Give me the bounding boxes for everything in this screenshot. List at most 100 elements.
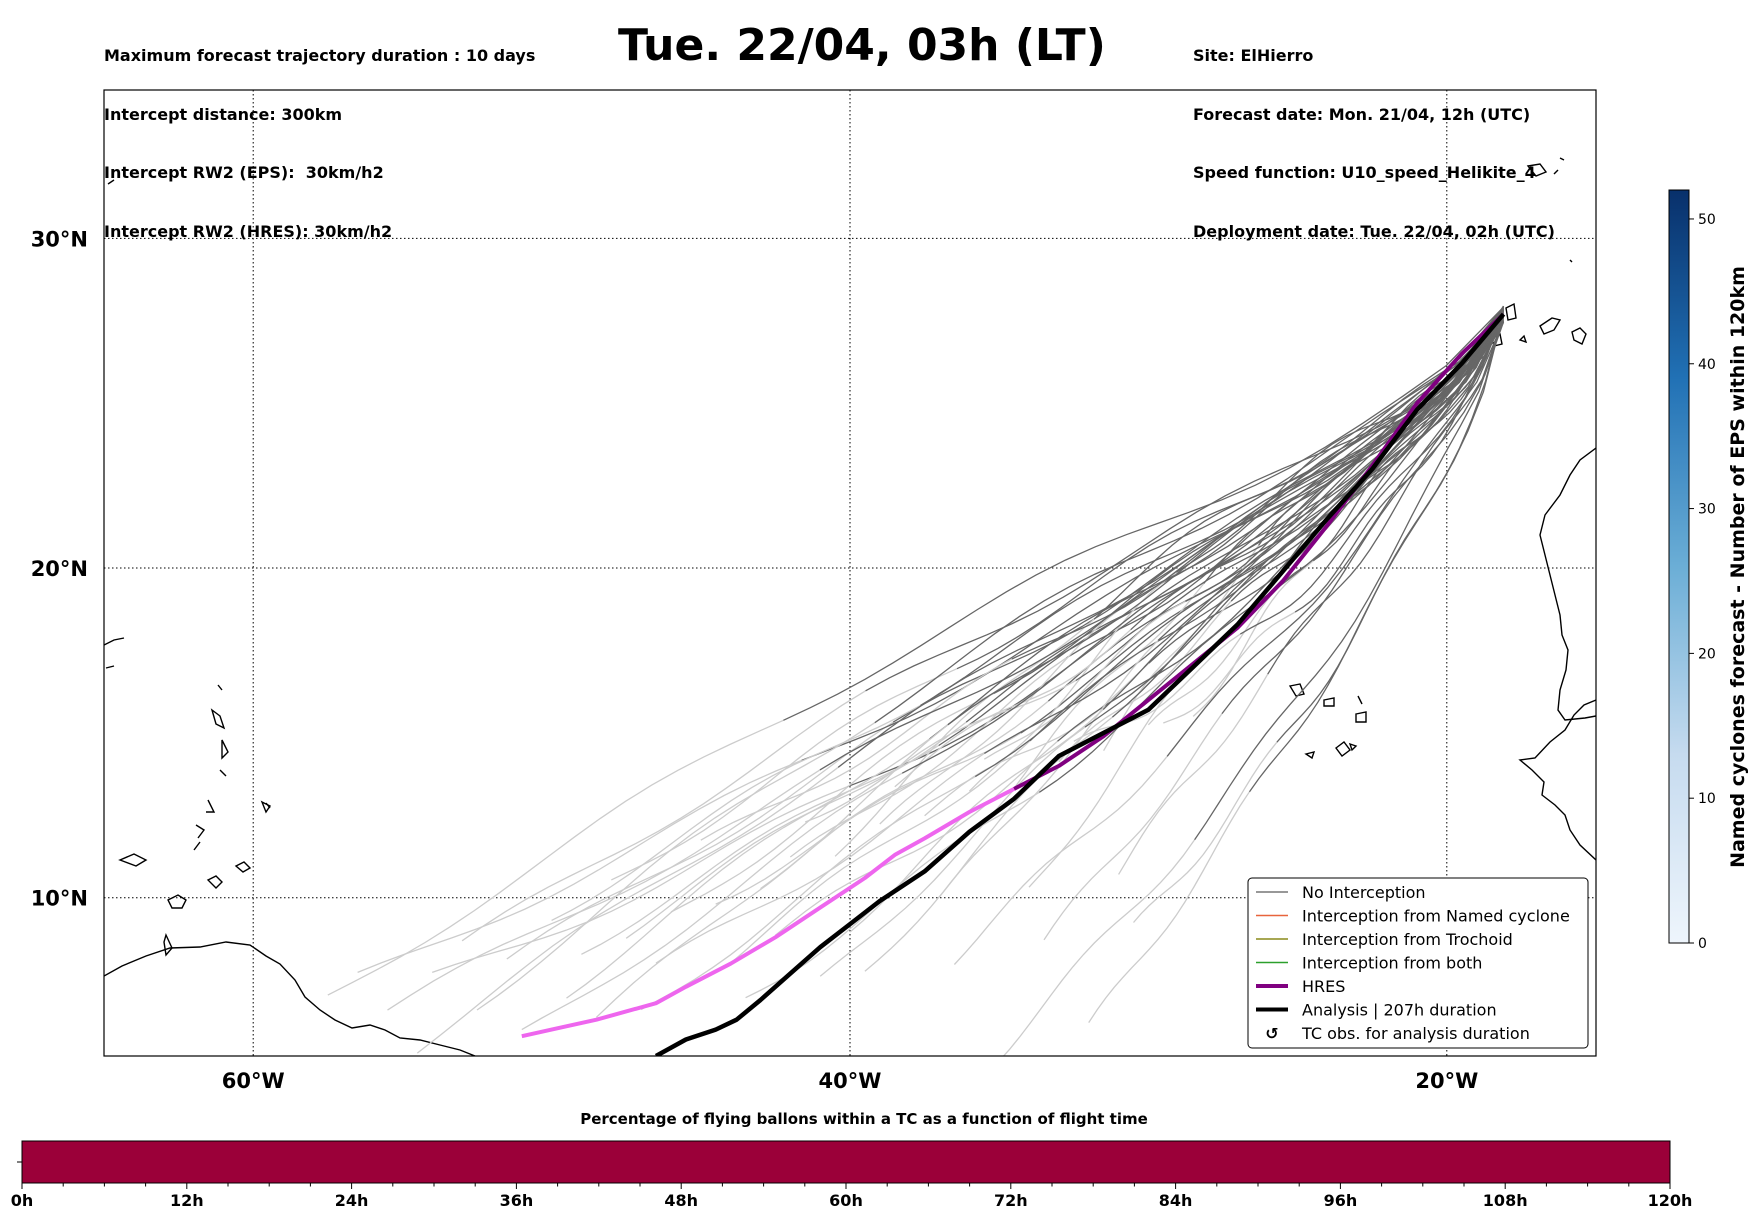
ensemble-trajectory-late	[993, 306, 1505, 695]
ensemble-trajectory-early	[327, 719, 784, 996]
legend-item: No Interception	[1256, 883, 1426, 902]
ensemble-trajectory-late	[819, 317, 1505, 771]
legend: No Interception Interception from Named c…	[1247, 877, 1589, 1049]
atlantic-island	[265, 802, 271, 809]
ensemble-trajectory-late	[1111, 308, 1505, 718]
ensemble-trajectory-early	[431, 786, 848, 974]
lesser-antilles	[195, 824, 206, 839]
lesser-antilles	[206, 799, 216, 813]
colorbar-tick-label: 0	[1698, 936, 1707, 952]
legend-label: Analysis | 207h duration	[1302, 1001, 1497, 1020]
ensemble-trajectory-late	[874, 314, 1504, 724]
ensemble-trajectory-early	[1103, 545, 1260, 752]
lesser-antilles	[163, 932, 173, 957]
ensemble-trajectory-late	[1248, 312, 1505, 793]
canary-island	[1505, 302, 1517, 321]
ensemble-trajectory-early	[1147, 579, 1287, 726]
ensemble-trajectory-early	[700, 658, 1013, 841]
ensemble-trajectory-early	[730, 740, 1031, 964]
header-line: Speed function: U10_speed_Helikite_4	[1193, 163, 1536, 182]
time-tick-label: 24h	[335, 1191, 369, 1210]
header-line: Site: ElHierro	[1193, 46, 1314, 65]
caribbean-island	[118, 853, 148, 867]
ensemble-trajectory-early	[715, 732, 1022, 905]
ensemble-trajectory-early	[416, 766, 839, 1054]
ensemble-trajectory-late	[783, 306, 1504, 721]
cape-verde	[1348, 742, 1358, 752]
ensemble-trajectory-early	[953, 755, 1168, 965]
caribbean-island	[206, 875, 223, 889]
ensemble-trajectory-late	[1157, 311, 1505, 641]
ensemble-trajectory-early	[566, 738, 930, 999]
ensemble-trajectory-early	[1043, 713, 1223, 941]
lesser-antilles	[221, 739, 229, 760]
time-tick-label: 84h	[1159, 1191, 1193, 1210]
time-tick-label: 72h	[994, 1191, 1028, 1210]
ensemble-trajectory-late	[938, 315, 1505, 747]
madeira-island	[1526, 163, 1548, 177]
hres-trajectory-early	[521, 787, 1016, 1039]
ensemble-trajectory-early	[1013, 583, 1205, 789]
cape-verde	[1288, 683, 1305, 697]
legend-item: Interception from both	[1256, 954, 1482, 973]
ensemble-trajectory-early	[774, 740, 1058, 936]
ensemble-trajectory-early	[595, 724, 949, 1018]
ensemble-trajectory-early	[1088, 791, 1251, 1023]
cape-verde	[1323, 697, 1335, 707]
legend-label: Interception from both	[1302, 954, 1482, 973]
header-info-right: Site: ElHierro Forecast date: Mon. 21/04…	[1193, 7, 1555, 261]
colorbar: 0 10 20 30 40 50 Named cyclones forecast - Nu…	[1668, 189, 1748, 952]
ensemble-trajectory-early	[789, 657, 1068, 858]
ensemble-trajectory-early	[640, 776, 976, 1011]
ensemble-trajectory-early	[849, 709, 1104, 933]
madeira-island	[1553, 169, 1559, 175]
south-america-coast	[104, 941, 476, 1056]
legend-label: Interception from Named cyclone	[1302, 907, 1570, 926]
ensemble-trajectory-early	[387, 769, 821, 1011]
percentage-bar-fill	[21, 1140, 1671, 1184]
ensemble-trajectory-late	[920, 313, 1504, 706]
ensemble-trajectory-early	[670, 692, 994, 913]
ensemble-trajectory-late	[929, 317, 1504, 740]
ensemble-trajectory-early	[551, 704, 921, 921]
ensemble-trajectory-late	[1239, 309, 1505, 635]
analysis-trajectory	[654, 312, 1506, 1056]
caribbean-island	[105, 665, 115, 669]
ensemble-trajectory-early	[476, 722, 876, 1011]
ensemble-trajectory-late	[847, 306, 1505, 788]
time-tick-label: 120h	[1648, 1191, 1693, 1210]
ensemble-trajectory-late	[1221, 316, 1505, 714]
lon-tick-label: 40°W	[819, 1069, 882, 1093]
canary-island	[1571, 327, 1587, 345]
header-info-left: Maximum forecast trajectory duration : 1…	[104, 7, 535, 261]
west-africa-coast	[1539, 447, 1596, 721]
cape-verde	[1335, 741, 1351, 757]
cape-verde	[1355, 711, 1367, 723]
time-tick-label: 12h	[170, 1191, 204, 1210]
ensemble-trajectory-late	[837, 321, 1504, 768]
ensemble-trajectories	[327, 305, 1505, 1056]
legend-item: HRES	[1256, 977, 1345, 996]
ensemble-trajectory-early	[1163, 611, 1296, 724]
hres-trajectory-late	[1013, 312, 1505, 791]
ensemble-trajectory-early	[1133, 741, 1278, 923]
lat-tick-label: 10°N	[31, 887, 88, 911]
ensemble-trajectory-late	[1194, 319, 1505, 841]
ensemble-trajectory-early	[461, 690, 866, 942]
legend-label: Interception from Trochoid	[1302, 930, 1513, 949]
colorbar-tick-label: 10	[1698, 791, 1716, 807]
caribbean-island	[167, 894, 187, 909]
map-frame	[103, 89, 1597, 1057]
time-tick-label: 36h	[500, 1191, 534, 1210]
legend-item: ↺ TC obs. for analysis duration	[1265, 1024, 1530, 1043]
cape-verde	[1304, 751, 1316, 760]
ensemble-trajectory-early	[655, 752, 985, 964]
ensemble-trajectory-late	[1166, 321, 1505, 757]
canary-island	[1539, 317, 1562, 335]
legend-label: HRES	[1302, 977, 1345, 996]
header-line: Deployment date: Tue. 22/04, 02h (UTC)	[1193, 221, 1555, 241]
lesser-antilles	[193, 841, 201, 851]
header-line: Intercept distance: 300km	[104, 104, 343, 124]
ensemble-trajectory-early	[938, 639, 1159, 898]
